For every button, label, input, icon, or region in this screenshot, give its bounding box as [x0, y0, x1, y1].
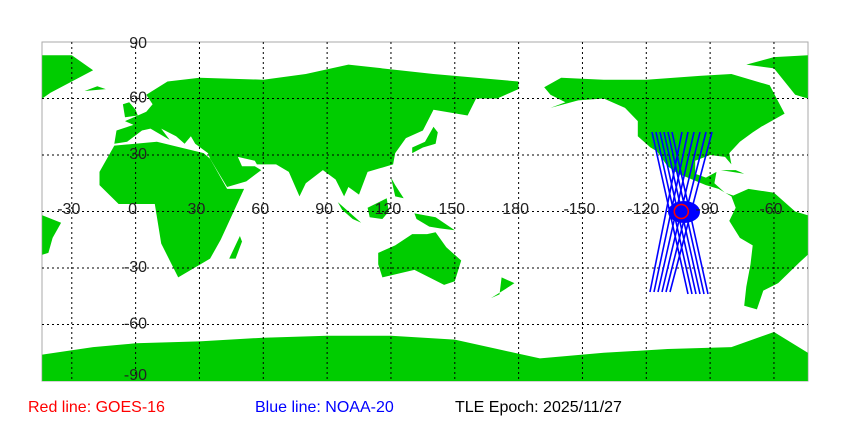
land-uk [122, 102, 138, 118]
legend-red-line: Red line: GOES-16 [28, 399, 165, 416]
land-new-guinea [414, 213, 455, 231]
land-new-zealand [491, 277, 515, 299]
longitude-label: 30 [188, 201, 206, 218]
graticule [42, 42, 808, 381]
latitude-label: 30 [129, 146, 147, 163]
legend-blue-line: Blue line: NOAA-20 [255, 399, 394, 416]
tle-epoch: TLE Epoch: 2025/11/27 [455, 399, 622, 416]
longitude-label: 90 [315, 201, 333, 218]
longitude-label: -150 [563, 201, 595, 218]
land-south-america [729, 188, 808, 310]
land-eurasia [114, 64, 519, 197]
latitude-label: 90 [129, 35, 147, 52]
land-brazil-east [42, 215, 62, 255]
goes-16-footprint [673, 203, 690, 220]
land-philippines [391, 177, 404, 199]
longitude-label: 150 [438, 201, 465, 218]
land-africa [99, 141, 245, 278]
land-madagascar [229, 236, 242, 259]
longitude-label: 60 [251, 201, 269, 218]
latitude-label: -60 [124, 316, 147, 333]
longitude-label: -60 [759, 201, 782, 218]
longitude-label: 120 [375, 201, 402, 218]
latitude-label: -30 [124, 259, 147, 276]
axis-labels: -30 0 30 60 90 120 150 180 -150 -120 -90 -60 90 60 30 -… [57, 35, 782, 384]
ground-track-ascending [649, 131, 683, 293]
land-greenland-west [746, 55, 808, 99]
longitude-label: -30 [57, 201, 80, 218]
latitude-label: -90 [124, 367, 147, 384]
land-sumatra [337, 202, 362, 223]
longitude-label: 0 [128, 201, 137, 218]
longitude-label: 180 [502, 201, 529, 218]
land-antarctica [42, 332, 808, 381]
land-layer [42, 55, 808, 381]
latitude-label: 60 [129, 90, 147, 107]
longitude-label: -90 [696, 201, 719, 218]
longitude-label: -120 [627, 201, 659, 218]
land-borneo [367, 198, 389, 219]
land-cuba [720, 170, 745, 174]
land-australia [378, 232, 462, 285]
goes-16-position-marker [673, 203, 690, 220]
land-japan [412, 126, 438, 154]
land-greenland-east [42, 55, 94, 99]
land-iceland [84, 86, 106, 91]
